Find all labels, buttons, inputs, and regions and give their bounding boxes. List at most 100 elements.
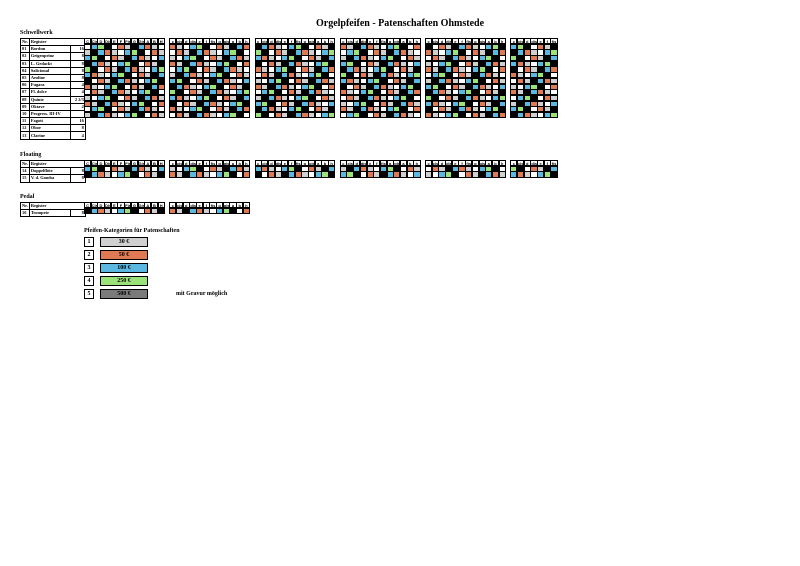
pipe-cell[interactable]: [301, 100, 309, 107]
pipe-cell[interactable]: [104, 111, 112, 119]
pipe-cell[interactable]: [523, 83, 531, 90]
pipe-cell[interactable]: [465, 94, 473, 102]
pipe-cell[interactable]: [498, 100, 506, 107]
pipe-cell[interactable]: [274, 66, 282, 73]
pipe-cell[interactable]: [445, 100, 453, 107]
pipe-cell[interactable]: [373, 94, 381, 102]
pipe-cell[interactable]: [261, 49, 269, 56]
pipe-cell[interactable]: [425, 77, 433, 84]
pipe-cell[interactable]: [175, 72, 184, 79]
pipe-cell[interactable]: [196, 106, 204, 113]
pipe-cell[interactable]: [445, 72, 453, 79]
pipe-cell[interactable]: [216, 55, 224, 62]
pipe-cell[interactable]: [308, 171, 316, 178]
pipe-cell[interactable]: [144, 83, 152, 90]
pipe-cell[interactable]: [543, 94, 551, 102]
pipe-cell[interactable]: [543, 66, 551, 73]
pipe-cell[interactable]: [543, 165, 551, 172]
pipe-cell[interactable]: [431, 94, 439, 102]
pipe-cell[interactable]: [537, 77, 545, 84]
pipe-cell[interactable]: [498, 43, 506, 50]
pipe-cell[interactable]: [379, 111, 388, 119]
pipe-cell[interactable]: [321, 111, 329, 119]
pipe-cell[interactable]: [530, 94, 538, 102]
pipe-cell[interactable]: [550, 43, 558, 50]
pipe-cell[interactable]: [478, 60, 486, 67]
pipe-cell[interactable]: [254, 111, 262, 119]
pipe-cell[interactable]: [386, 106, 394, 113]
pipe-cell[interactable]: [90, 165, 98, 172]
pipe-cell[interactable]: [261, 60, 269, 67]
pipe-cell[interactable]: [406, 171, 414, 178]
pipe-cell[interactable]: [550, 55, 558, 62]
pipe-cell[interactable]: [353, 72, 361, 79]
pipe-cell[interactable]: [431, 83, 439, 90]
pipe-cell[interactable]: [359, 111, 367, 119]
pipe-cell[interactable]: [438, 83, 446, 90]
pipe-cell[interactable]: [523, 165, 531, 172]
pipe-cell[interactable]: [359, 94, 367, 102]
pipe-cell[interactable]: [308, 77, 316, 84]
pipe-cell[interactable]: [543, 60, 551, 67]
pipe-cell[interactable]: [157, 55, 165, 62]
pipe-cell[interactable]: [399, 171, 408, 178]
pipe-cell[interactable]: [169, 49, 177, 56]
pipe-cell[interactable]: [117, 77, 125, 84]
pipe-cell[interactable]: [189, 72, 197, 79]
pipe-cell[interactable]: [425, 72, 433, 79]
pipe-cell[interactable]: [399, 43, 408, 50]
pipe-cell[interactable]: [510, 49, 518, 56]
pipe-cell[interactable]: [261, 66, 269, 73]
pipe-cell[interactable]: [267, 106, 276, 113]
pipe-cell[interactable]: [328, 165, 336, 172]
pipe-cell[interactable]: [510, 94, 518, 102]
pipe-cell[interactable]: [346, 49, 354, 56]
pipe-cell[interactable]: [236, 60, 244, 67]
pipe-cell[interactable]: [328, 60, 336, 67]
pipe-cell[interactable]: [90, 49, 98, 56]
pipe-cell[interactable]: [478, 171, 486, 178]
pipe-cell[interactable]: [314, 49, 322, 56]
pipe-cell[interactable]: [451, 77, 459, 84]
pipe-cell[interactable]: [301, 60, 309, 67]
pipe-cell[interactable]: [478, 94, 486, 102]
pipe-cell[interactable]: [189, 43, 197, 50]
pipe-cell[interactable]: [425, 66, 433, 73]
pipe-cell[interactable]: [182, 49, 190, 56]
pipe-cell[interactable]: [242, 94, 250, 102]
pipe-cell[interactable]: [498, 106, 506, 113]
pipe-cell[interactable]: [431, 165, 439, 172]
pipe-cell[interactable]: [406, 72, 414, 79]
pipe-cell[interactable]: [314, 89, 322, 96]
pipe-cell[interactable]: [339, 111, 347, 119]
pipe-cell[interactable]: [366, 72, 374, 79]
pipe-cell[interactable]: [386, 83, 394, 90]
pipe-cell[interactable]: [274, 165, 282, 172]
pipe-cell[interactable]: [274, 60, 282, 67]
pipe-cell[interactable]: [281, 72, 289, 79]
pipe-cell[interactable]: [169, 106, 177, 113]
pipe-cell[interactable]: [537, 171, 545, 178]
pipe-cell[interactable]: [157, 100, 165, 107]
pipe-cell[interactable]: [471, 66, 479, 73]
pipe-cell[interactable]: [458, 111, 466, 119]
pipe-cell[interactable]: [294, 77, 302, 84]
pipe-cell[interactable]: [308, 106, 316, 113]
pipe-cell[interactable]: [189, 66, 197, 73]
pipe-cell[interactable]: [209, 100, 217, 107]
pipe-cell[interactable]: [222, 77, 230, 84]
pipe-cell[interactable]: [97, 100, 105, 107]
pipe-cell[interactable]: [189, 55, 197, 62]
pipe-cell[interactable]: [137, 165, 145, 172]
pipe-cell[interactable]: [254, 106, 262, 113]
pipe-cell[interactable]: [169, 89, 177, 96]
pipe-cell[interactable]: [84, 72, 92, 79]
pipe-cell[interactable]: [451, 89, 459, 96]
pipe-cell[interactable]: [366, 66, 374, 73]
pipe-cell[interactable]: [137, 100, 145, 107]
pipe-cell[interactable]: [478, 72, 486, 79]
pipe-cell[interactable]: [189, 89, 197, 96]
pipe-cell[interactable]: [359, 89, 367, 96]
pipe-cell[interactable]: [104, 94, 112, 102]
pipe-cell[interactable]: [202, 89, 210, 96]
